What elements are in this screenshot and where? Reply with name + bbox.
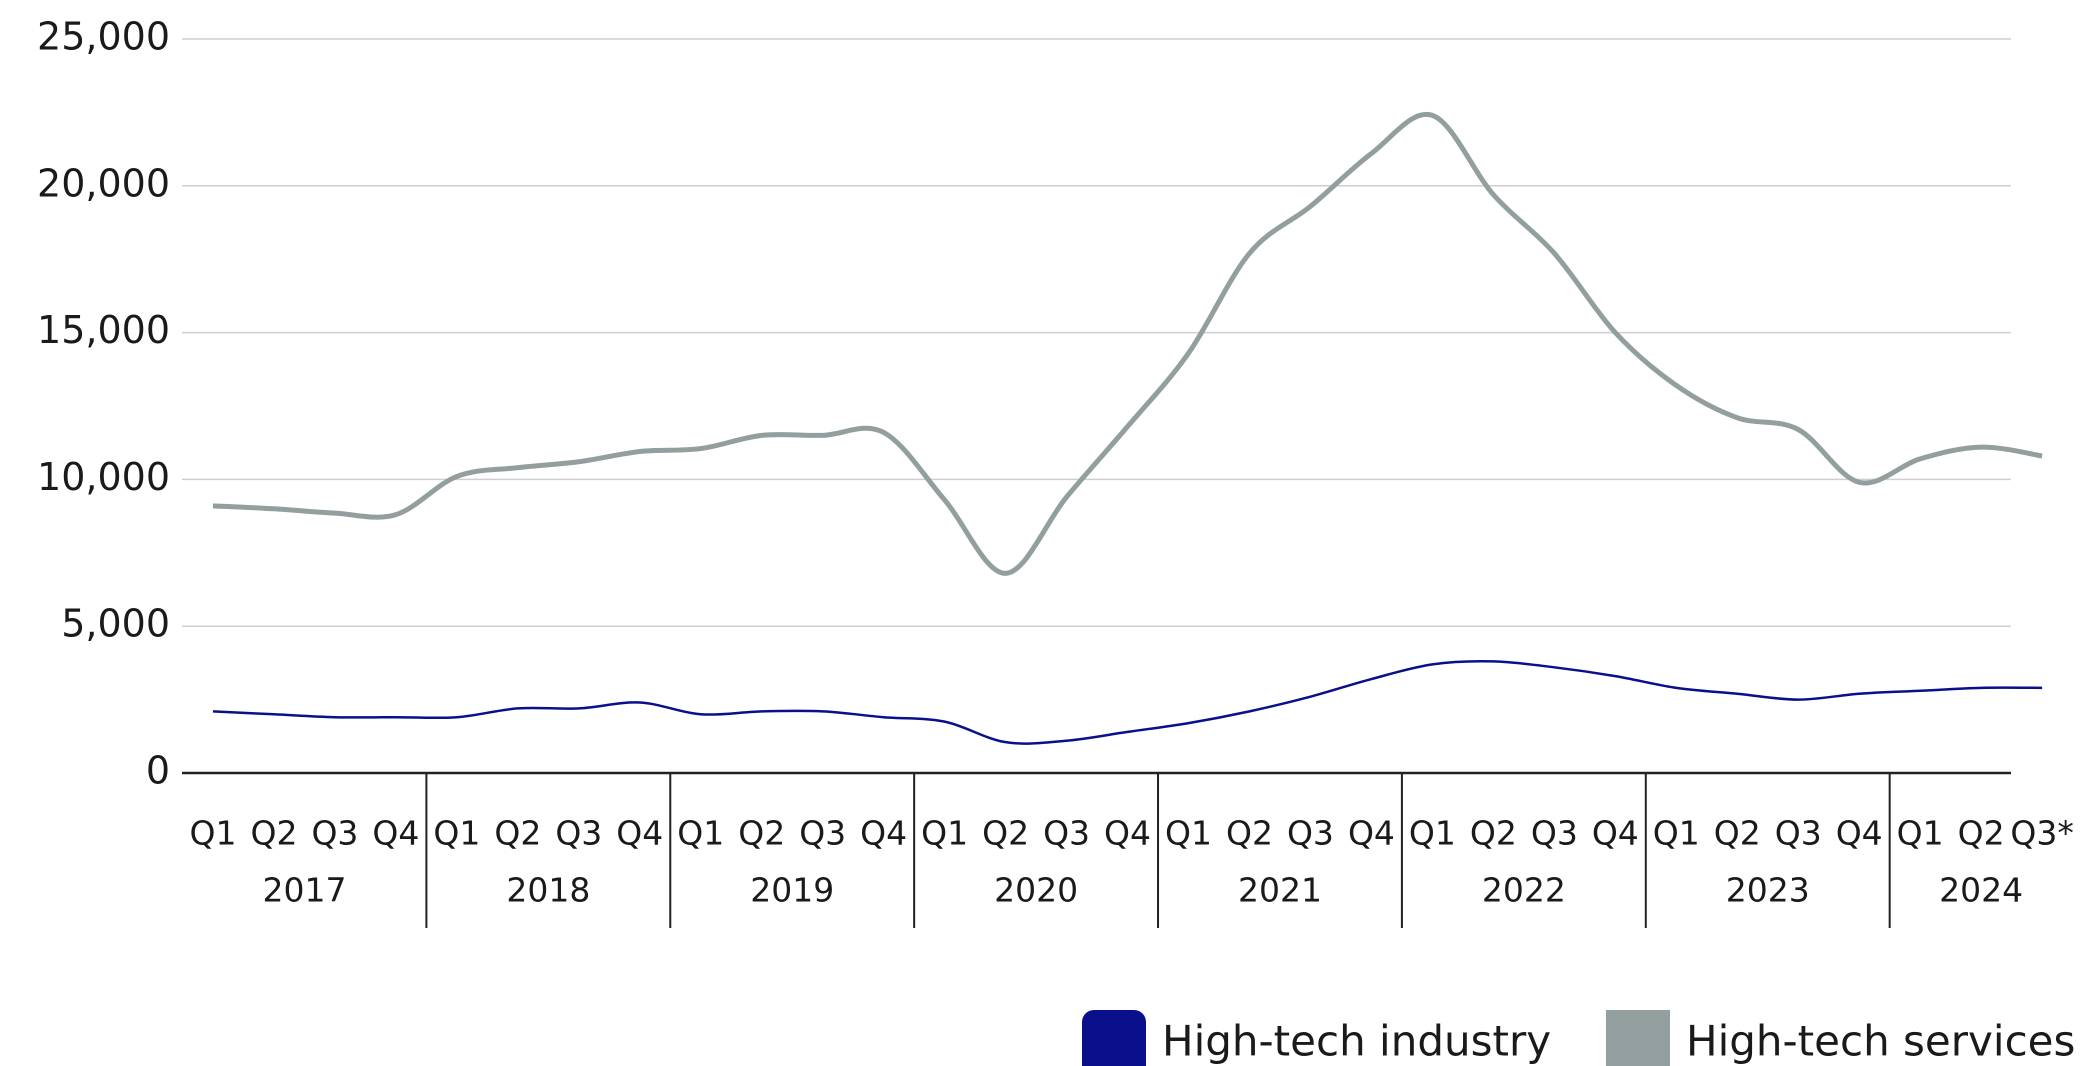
x-tick-label: Q2 [1958,814,2005,853]
x-tick-label: Q2 [1470,814,1517,853]
y-tick-label: 20,000 [37,161,170,205]
series-line [212,111,2043,576]
x-tick-label: Q3 [555,814,602,853]
year-label: 2024 [1939,871,2023,910]
x-tick-label: Q2 [494,814,541,853]
x-tick-label: Q3* [2010,814,2073,853]
x-tick-label: Q3 [1531,814,1578,853]
x-tick-label: Q4 [1592,814,1639,853]
year-label: 2022 [1482,871,1566,910]
x-tick-label: Q4 [1104,814,1151,853]
x-tick-label: Q1 [1409,814,1456,853]
x-tick-label: Q3 [799,814,846,853]
x-tick-label: Q2 [1714,814,1761,853]
x-tick-label: Q1 [1653,814,1700,853]
x-tick-label: Q2 [1226,814,1273,853]
x-tick-label: Q3 [311,814,358,853]
x-tick-label: Q1 [1897,814,1944,853]
year-label: 2018 [506,871,590,910]
x-tick-label: Q1 [190,814,237,853]
legend-swatch [1082,1010,1146,1066]
x-tick-label: Q4 [860,814,907,853]
x-tick-label: Q4 [1836,814,1883,853]
x-tick-label: Q1 [677,814,724,853]
x-tick-label: Q2 [982,814,1029,853]
x-tick-label: Q1 [921,814,968,853]
legend-label: High-tech services [1686,1017,2075,1066]
year-label: 2020 [994,871,1078,910]
year-label: 2017 [262,871,346,910]
x-tick-label: Q4 [372,814,419,853]
y-tick-label: 15,000 [37,308,170,352]
legend-swatch [1606,1010,1670,1066]
x-tick-label: Q1 [433,814,480,853]
x-tick-label: Q3 [1043,814,1090,853]
x-tick-label: Q1 [1165,814,1212,853]
legend-label: High-tech industry [1162,1017,1551,1066]
x-tick-label: Q2 [738,814,785,853]
x-tick-label: Q2 [250,814,297,853]
x-tick-label: Q4 [616,814,663,853]
y-tick-label: 5,000 [61,602,170,646]
year-label: 2019 [750,871,834,910]
x-tick-label: Q3 [1287,814,1334,853]
y-tick-label: 0 [146,749,170,793]
year-label: 2021 [1238,871,1322,910]
y-tick-label: 25,000 [37,15,170,59]
year-label: 2023 [1726,871,1810,910]
y-tick-label: 10,000 [37,455,170,499]
x-tick-label: Q4 [1348,814,1395,853]
series-line [212,660,2043,745]
x-tick-label: Q3 [1775,814,1822,853]
